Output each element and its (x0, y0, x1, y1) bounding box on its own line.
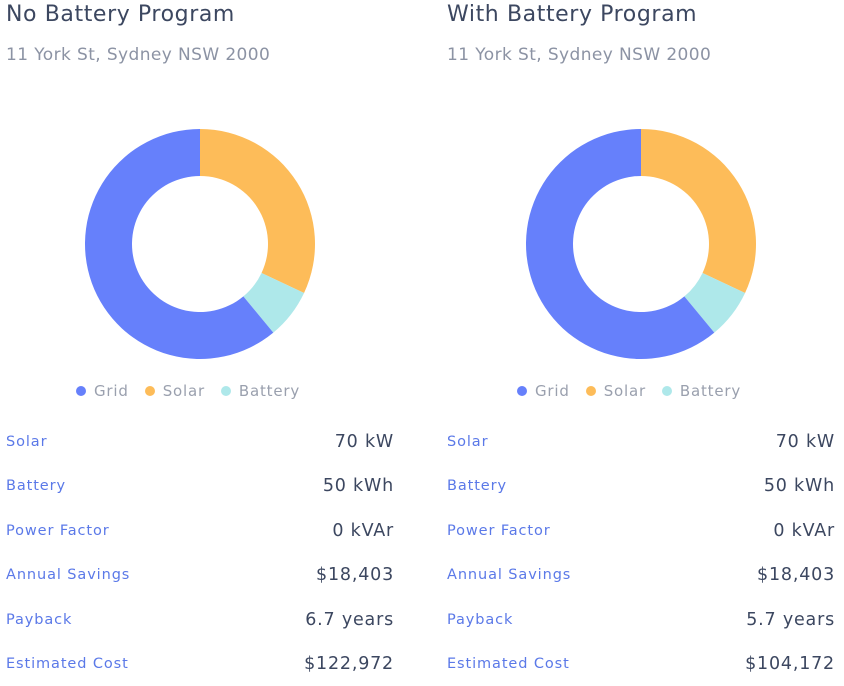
stat-label: Payback (6, 611, 73, 628)
legend-item-battery[interactable]: Battery (661, 382, 742, 400)
stat-label: Battery (447, 478, 507, 495)
stat-value: 5.7 years (746, 609, 835, 630)
legend-item-grid[interactable]: Grid (517, 382, 570, 400)
stat-row-estimated-cost: Estimated Cost $122,972 (6, 642, 394, 686)
panel-address: 11 York St, Sydney NSW 2000 (447, 45, 712, 65)
legend-item-battery[interactable]: Battery (220, 382, 301, 400)
stat-label: Solar (6, 434, 48, 450)
stat-value: 6.7 years (305, 609, 394, 630)
stat-label: Payback (447, 611, 514, 628)
stat-row-solar: Solar 70 kW (447, 420, 835, 464)
panel-title: No Battery Program (6, 2, 235, 27)
stat-row-annual-savings: Annual Savings $18,403 (447, 553, 835, 597)
legend-label: Battery (679, 382, 742, 400)
grid-dot-icon (76, 386, 86, 396)
stat-label: Power Factor (447, 522, 551, 539)
stat-row-annual-savings: Annual Savings $18,403 (6, 553, 394, 597)
stat-row-power-factor: Power Factor 0 kVAr (6, 509, 394, 553)
chart-legend: Grid Solar Battery (517, 382, 741, 400)
stat-value: 70 kW (334, 432, 394, 452)
stat-row-power-factor: Power Factor 0 kVAr (447, 509, 835, 553)
stat-row-battery: Battery 50 kWh (6, 464, 394, 508)
stats-list: Solar 70 kW Battery 50 kWh Power Factor … (6, 420, 394, 686)
slice-battery[interactable] (243, 272, 305, 333)
stats-list: Solar 70 kW Battery 50 kWh Power Factor … (447, 420, 835, 686)
legend-label: Grid (94, 382, 129, 400)
solar-dot-icon (585, 386, 596, 396)
donut-chart (84, 129, 315, 359)
panel-title: With Battery Program (447, 2, 698, 27)
slice-solar[interactable] (200, 129, 315, 293)
legend-item-solar[interactable]: Solar (585, 382, 646, 400)
stat-value: 0 kVAr (332, 520, 394, 541)
stat-row-estimated-cost: Estimated Cost $104,172 (447, 642, 835, 686)
legend-label: Solar (603, 382, 646, 400)
no-battery-panel: No Battery Program 11 York St, Sydney NS… (6, 0, 396, 684)
legend-label: Grid (535, 382, 570, 400)
stat-label: Estimated Cost (6, 655, 129, 672)
slice-solar[interactable] (641, 129, 756, 293)
stat-value: $18,403 (757, 565, 835, 586)
legend-label: Solar (162, 382, 205, 400)
stat-row-payback: Payback 6.7 years (6, 598, 394, 642)
stat-row-solar: Solar 70 kW (6, 420, 394, 464)
slice-grid[interactable] (526, 129, 715, 359)
chart-legend: Grid Solar Battery (76, 382, 300, 400)
donut-chart (526, 129, 756, 359)
with-battery-panel: With Battery Program 11 York St, Sydney … (447, 0, 837, 684)
solar-dot-icon (144, 386, 155, 396)
stat-value: 0 kVAr (773, 520, 835, 541)
slice-battery[interactable] (684, 272, 746, 333)
stat-label: Annual Savings (6, 567, 131, 584)
battery-dot-icon (220, 386, 231, 396)
stat-value: $18,403 (316, 565, 394, 586)
battery-dot-icon (661, 386, 672, 396)
stat-value: 50 kWh (322, 476, 394, 497)
stat-value: $104,172 (745, 653, 835, 674)
stat-value: 70 kW (775, 432, 835, 452)
stat-label: Power Factor (6, 522, 110, 539)
legend-item-solar[interactable]: Solar (144, 382, 205, 400)
panel-address: 11 York St, Sydney NSW 2000 (6, 45, 271, 65)
stat-row-payback: Payback 5.7 years (447, 598, 835, 642)
legend-item-grid[interactable]: Grid (76, 382, 129, 400)
stat-value: $122,972 (304, 653, 394, 674)
legend-label: Battery (238, 382, 301, 400)
stat-label: Battery (6, 478, 66, 495)
slice-grid[interactable] (84, 129, 274, 359)
stat-label: Estimated Cost (447, 655, 570, 672)
stat-label: Annual Savings (447, 567, 572, 584)
grid-dot-icon (517, 386, 527, 396)
stat-row-battery: Battery 50 kWh (447, 464, 835, 508)
stat-value: 50 kWh (763, 476, 835, 497)
stat-label: Solar (447, 434, 489, 450)
